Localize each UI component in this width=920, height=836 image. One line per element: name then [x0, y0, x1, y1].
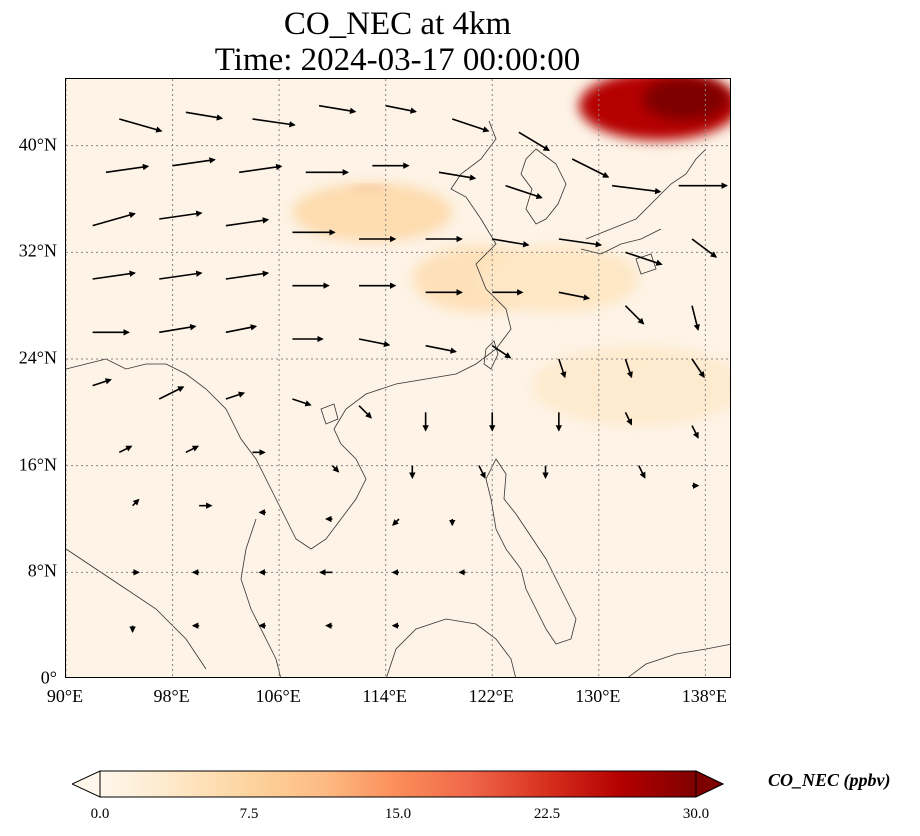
- wind-arrow: [571, 158, 610, 178]
- wind-arrow: [225, 270, 270, 280]
- wind-arrow: [331, 465, 340, 473]
- wind-arrow: [691, 358, 705, 379]
- wind-arrow: [638, 465, 646, 479]
- wind-arrow: [691, 425, 699, 439]
- map-canvas: [66, 79, 730, 677]
- longitude-tick-label: 106°E: [255, 686, 301, 706]
- longitude-tick-label: 90°E: [46, 686, 84, 706]
- wind-arrow: [358, 405, 372, 419]
- wind-arrow: [318, 104, 357, 114]
- wind-arrow: [491, 345, 512, 359]
- latitude-tick-label: 40°N: [18, 134, 57, 155]
- wind-arrow: [158, 386, 185, 400]
- wind-arrow: [452, 118, 490, 133]
- wind-arrow: [239, 163, 283, 174]
- colorbar-label: CO_NEC (ppbv): [768, 770, 891, 790]
- north-china-plume: [292, 183, 453, 242]
- wind-arrow: [478, 465, 486, 479]
- wind-arrow: [105, 163, 150, 174]
- wind-arrow: [392, 518, 400, 526]
- wind-arrow: [185, 445, 200, 454]
- map-title-time: Time: 2024-03-17 00:00:00: [214, 42, 581, 78]
- wind-arrow: [132, 498, 140, 507]
- colorbar-extend-min: [72, 770, 101, 798]
- ocean-plume: [478, 245, 639, 313]
- wind-arrow: [118, 445, 133, 454]
- wind-arrow: [172, 157, 216, 167]
- latitude-tick-label: 32°N: [18, 240, 57, 261]
- wind-arrow: [518, 131, 550, 152]
- wind-arrow: [385, 104, 417, 114]
- map-panel: [65, 78, 731, 678]
- longitude-tick-label: 114°E: [362, 686, 407, 706]
- wind-arrow: [225, 324, 258, 334]
- wind-arrow: [625, 251, 663, 266]
- colorbar-tick-label: 15.0: [384, 806, 412, 822]
- wind-arrow: [558, 291, 591, 301]
- gridlines: [66, 79, 730, 677]
- longitude-tick-label: 138°E: [681, 686, 727, 706]
- wind-arrow: [119, 118, 163, 133]
- wind-vectors: [92, 104, 728, 633]
- wind-arrow: [492, 238, 530, 248]
- colorbar: [72, 770, 724, 798]
- wind-arrow: [225, 217, 270, 227]
- colorbar-extend-max: [695, 770, 724, 798]
- wind-arrow: [159, 210, 203, 220]
- latitude-tick-label: 0°: [40, 667, 57, 688]
- pacific-band: [532, 345, 730, 426]
- wind-arrow: [558, 358, 567, 379]
- wind-arrow: [159, 324, 197, 334]
- coastlines: [66, 120, 730, 677]
- colorbar-tick-label: 0.0: [90, 806, 110, 822]
- wind-arrow: [691, 305, 700, 331]
- latitude-tick-label: 24°N: [18, 347, 57, 368]
- wind-arrow: [252, 118, 296, 128]
- colorbar-tick-label: 30.0: [682, 806, 710, 822]
- wind-arrow: [612, 184, 662, 195]
- wind-arrow: [292, 398, 312, 407]
- wind-arrow: [558, 238, 603, 248]
- wind-arrow: [624, 305, 645, 325]
- wind-arrow: [358, 338, 391, 348]
- wind-arrow: [425, 344, 457, 354]
- longitude-tick-label: 122°E: [468, 686, 514, 706]
- latitude-tick-label: 16°N: [18, 454, 57, 475]
- colorbar-tick-label: 7.5: [239, 806, 259, 822]
- wind-arrow: [185, 111, 224, 121]
- wind-arrow: [624, 411, 633, 426]
- wind-arrow: [92, 211, 136, 227]
- wind-arrow: [624, 358, 633, 379]
- wind-arrow: [159, 270, 203, 280]
- wind-arrow: [92, 378, 112, 387]
- northeast-plume-core: [642, 79, 728, 121]
- wind-arrow: [92, 270, 136, 280]
- latitude-tick-label: 8°N: [27, 560, 57, 581]
- longitude-tick-label: 98°E: [153, 686, 190, 706]
- wind-arrow: [505, 184, 543, 200]
- longitude-tick-label: 130°E: [575, 686, 621, 706]
- wind-arrow: [691, 238, 718, 258]
- map-title-variable: CO_NEC at 4km: [283, 6, 512, 42]
- wind-arrow: [438, 171, 477, 181]
- colorbar-tick-label: 22.5: [533, 806, 561, 822]
- colorbar-ramp: [99, 770, 697, 798]
- wind-arrow: [225, 391, 246, 400]
